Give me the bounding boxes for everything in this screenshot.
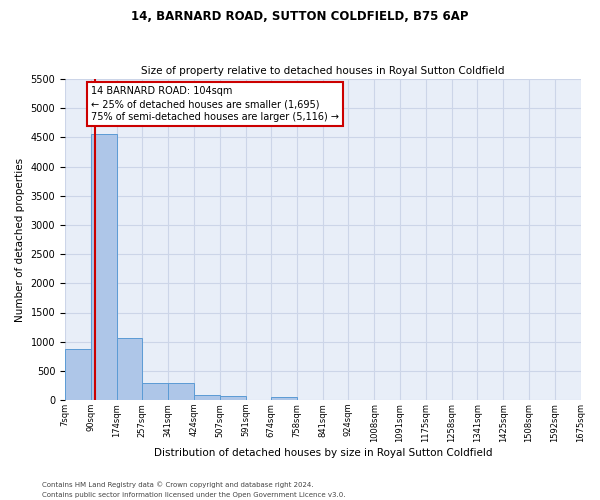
Text: 14, BARNARD ROAD, SUTTON COLDFIELD, B75 6AP: 14, BARNARD ROAD, SUTTON COLDFIELD, B75 … <box>131 10 469 23</box>
Bar <box>194 395 220 400</box>
Text: 14 BARNARD ROAD: 104sqm
← 25% of detached houses are smaller (1,695)
75% of semi: 14 BARNARD ROAD: 104sqm ← 25% of detache… <box>91 86 338 122</box>
Bar <box>168 383 194 400</box>
Bar <box>91 134 116 400</box>
Title: Size of property relative to detached houses in Royal Sutton Coldfield: Size of property relative to detached ho… <box>141 66 505 76</box>
Bar <box>220 396 245 400</box>
Text: Contains public sector information licensed under the Open Government Licence v3: Contains public sector information licen… <box>42 492 346 498</box>
X-axis label: Distribution of detached houses by size in Royal Sutton Coldfield: Distribution of detached houses by size … <box>154 448 492 458</box>
Bar <box>142 383 168 400</box>
Bar <box>271 396 297 400</box>
Bar <box>116 338 142 400</box>
Text: Contains HM Land Registry data © Crown copyright and database right 2024.: Contains HM Land Registry data © Crown c… <box>42 481 314 488</box>
Y-axis label: Number of detached properties: Number of detached properties <box>15 158 25 322</box>
Bar <box>65 348 91 400</box>
